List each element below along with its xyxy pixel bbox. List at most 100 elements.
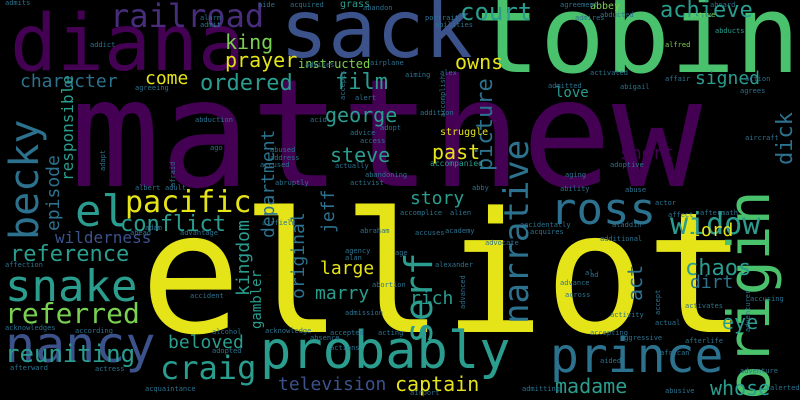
word-love: love	[555, 85, 589, 101]
word-come: come	[145, 68, 189, 89]
word-grass: grass	[340, 0, 371, 10]
word-film: film	[335, 70, 388, 95]
word-eye: eye	[722, 310, 759, 334]
word-portrait: portrait	[425, 14, 459, 22]
word-elliot: elliot	[140, 176, 747, 372]
word-address: address	[270, 154, 300, 162]
word-aircraft: aircraft	[745, 134, 779, 142]
word-addict: addict	[90, 41, 116, 49]
word-activated: activated	[590, 69, 628, 77]
word-afraid: afraid	[169, 161, 177, 187]
word-actions: actions	[330, 344, 360, 352]
word-agency: agency	[345, 247, 371, 255]
word-story: story	[410, 188, 465, 209]
word-abduction: abduction	[195, 116, 233, 124]
word-age: age	[395, 249, 408, 257]
word-sack: sack	[280, 0, 473, 76]
word-acting: acting	[378, 329, 404, 337]
word-diana: diana	[10, 0, 245, 89]
word-airfield: airfield	[262, 219, 296, 227]
word-abby: abby	[472, 184, 489, 192]
word-abbey: abbey	[590, 1, 621, 12]
word-jeff: jeff	[318, 189, 339, 233]
word-short: short	[620, 143, 675, 164]
word-african: african	[660, 349, 690, 357]
word-acquired: acquired	[290, 1, 324, 9]
word-actor: actor	[655, 199, 677, 207]
word-admit: admit	[200, 21, 222, 29]
word-al: al	[585, 269, 594, 277]
word-wilderness: wilderness	[55, 228, 152, 247]
word-academy: academy	[445, 227, 475, 235]
word-abusive: abusive	[665, 387, 695, 395]
word-advantage: advantage	[180, 229, 218, 237]
word-airplane: airplane	[370, 59, 404, 67]
word-ahead: ahead	[130, 229, 152, 237]
word-adam: adam	[145, 224, 162, 232]
word-affection: affection	[5, 261, 43, 269]
word-adventurer: adventurer	[744, 289, 752, 332]
word-affair: affair	[665, 75, 691, 83]
word-alert: alert	[355, 94, 377, 102]
word-accepted: accepted	[330, 329, 364, 337]
word-prayer: prayer	[225, 48, 298, 72]
word-ago: ago	[210, 144, 223, 152]
word-aftermath: aftermath	[700, 209, 738, 217]
word-abducted: abducted	[600, 11, 634, 19]
word-acquires: acquires	[530, 228, 564, 236]
word-acquaintance: acquaintance	[145, 385, 196, 393]
word-ordered: ordered	[200, 71, 293, 96]
word-struggle: struggle	[440, 127, 489, 138]
word-according: according	[75, 327, 113, 335]
word-access: access	[360, 137, 386, 145]
word-actual: actual	[655, 319, 681, 327]
word-advocate: advocate	[485, 239, 519, 247]
word-additional: additional	[600, 235, 643, 243]
word-whose: whose	[710, 376, 771, 400]
word-gambler: gambler	[249, 269, 265, 329]
word-adapt: adapt	[99, 149, 107, 171]
word-abused: abused	[270, 146, 296, 154]
word-aboard: aboard	[710, 1, 736, 9]
word-acid: acid	[310, 116, 327, 124]
word-large: large	[320, 258, 375, 279]
word-accused: accused	[260, 161, 290, 169]
word-nancy: nancy	[5, 316, 156, 374]
word-abigail: abigail	[620, 83, 650, 91]
word-airport: airport	[410, 389, 440, 397]
word-character: character	[20, 71, 118, 92]
word-george: george	[325, 103, 398, 127]
word-abilities: abilities	[435, 21, 473, 29]
word-becky: becky	[2, 119, 48, 240]
word-adult: adult	[165, 184, 187, 192]
word-activates: activates	[685, 302, 723, 310]
word-admission: admission	[345, 309, 383, 317]
word-abandoning: abandoning	[365, 171, 408, 179]
word-ross: ross	[550, 184, 656, 235]
word-alfred: alfred	[665, 41, 691, 49]
word-abandon: abandon	[363, 4, 393, 12]
word-accuses: accuses	[415, 229, 445, 237]
word-alan: alan	[345, 254, 362, 262]
word-alcohol: alcohol	[212, 328, 242, 336]
word-aging: aging	[565, 171, 587, 179]
word-matthew: matthew	[70, 48, 703, 222]
word-afterward: afterward	[10, 364, 48, 372]
word-railroad: railroad	[110, 0, 265, 35]
word-ability: ability	[560, 185, 590, 193]
word-television: television	[278, 374, 387, 395]
word-ad: ad	[590, 271, 599, 279]
word-across: across	[565, 291, 591, 299]
word-advises: advises	[305, 61, 335, 69]
word-snake: snake	[5, 261, 138, 312]
word-active: active	[690, 11, 716, 19]
word-afterlife: afterlife	[685, 337, 723, 345]
word-aide: aide	[258, 1, 275, 9]
word-conflict: conflict	[120, 212, 226, 237]
word-agrees: agrees	[740, 87, 766, 95]
word-accident: accident	[190, 292, 224, 300]
word-alex: alex	[440, 69, 457, 77]
word-madame: madame	[555, 374, 628, 398]
word-accepting: accepting	[590, 329, 628, 337]
